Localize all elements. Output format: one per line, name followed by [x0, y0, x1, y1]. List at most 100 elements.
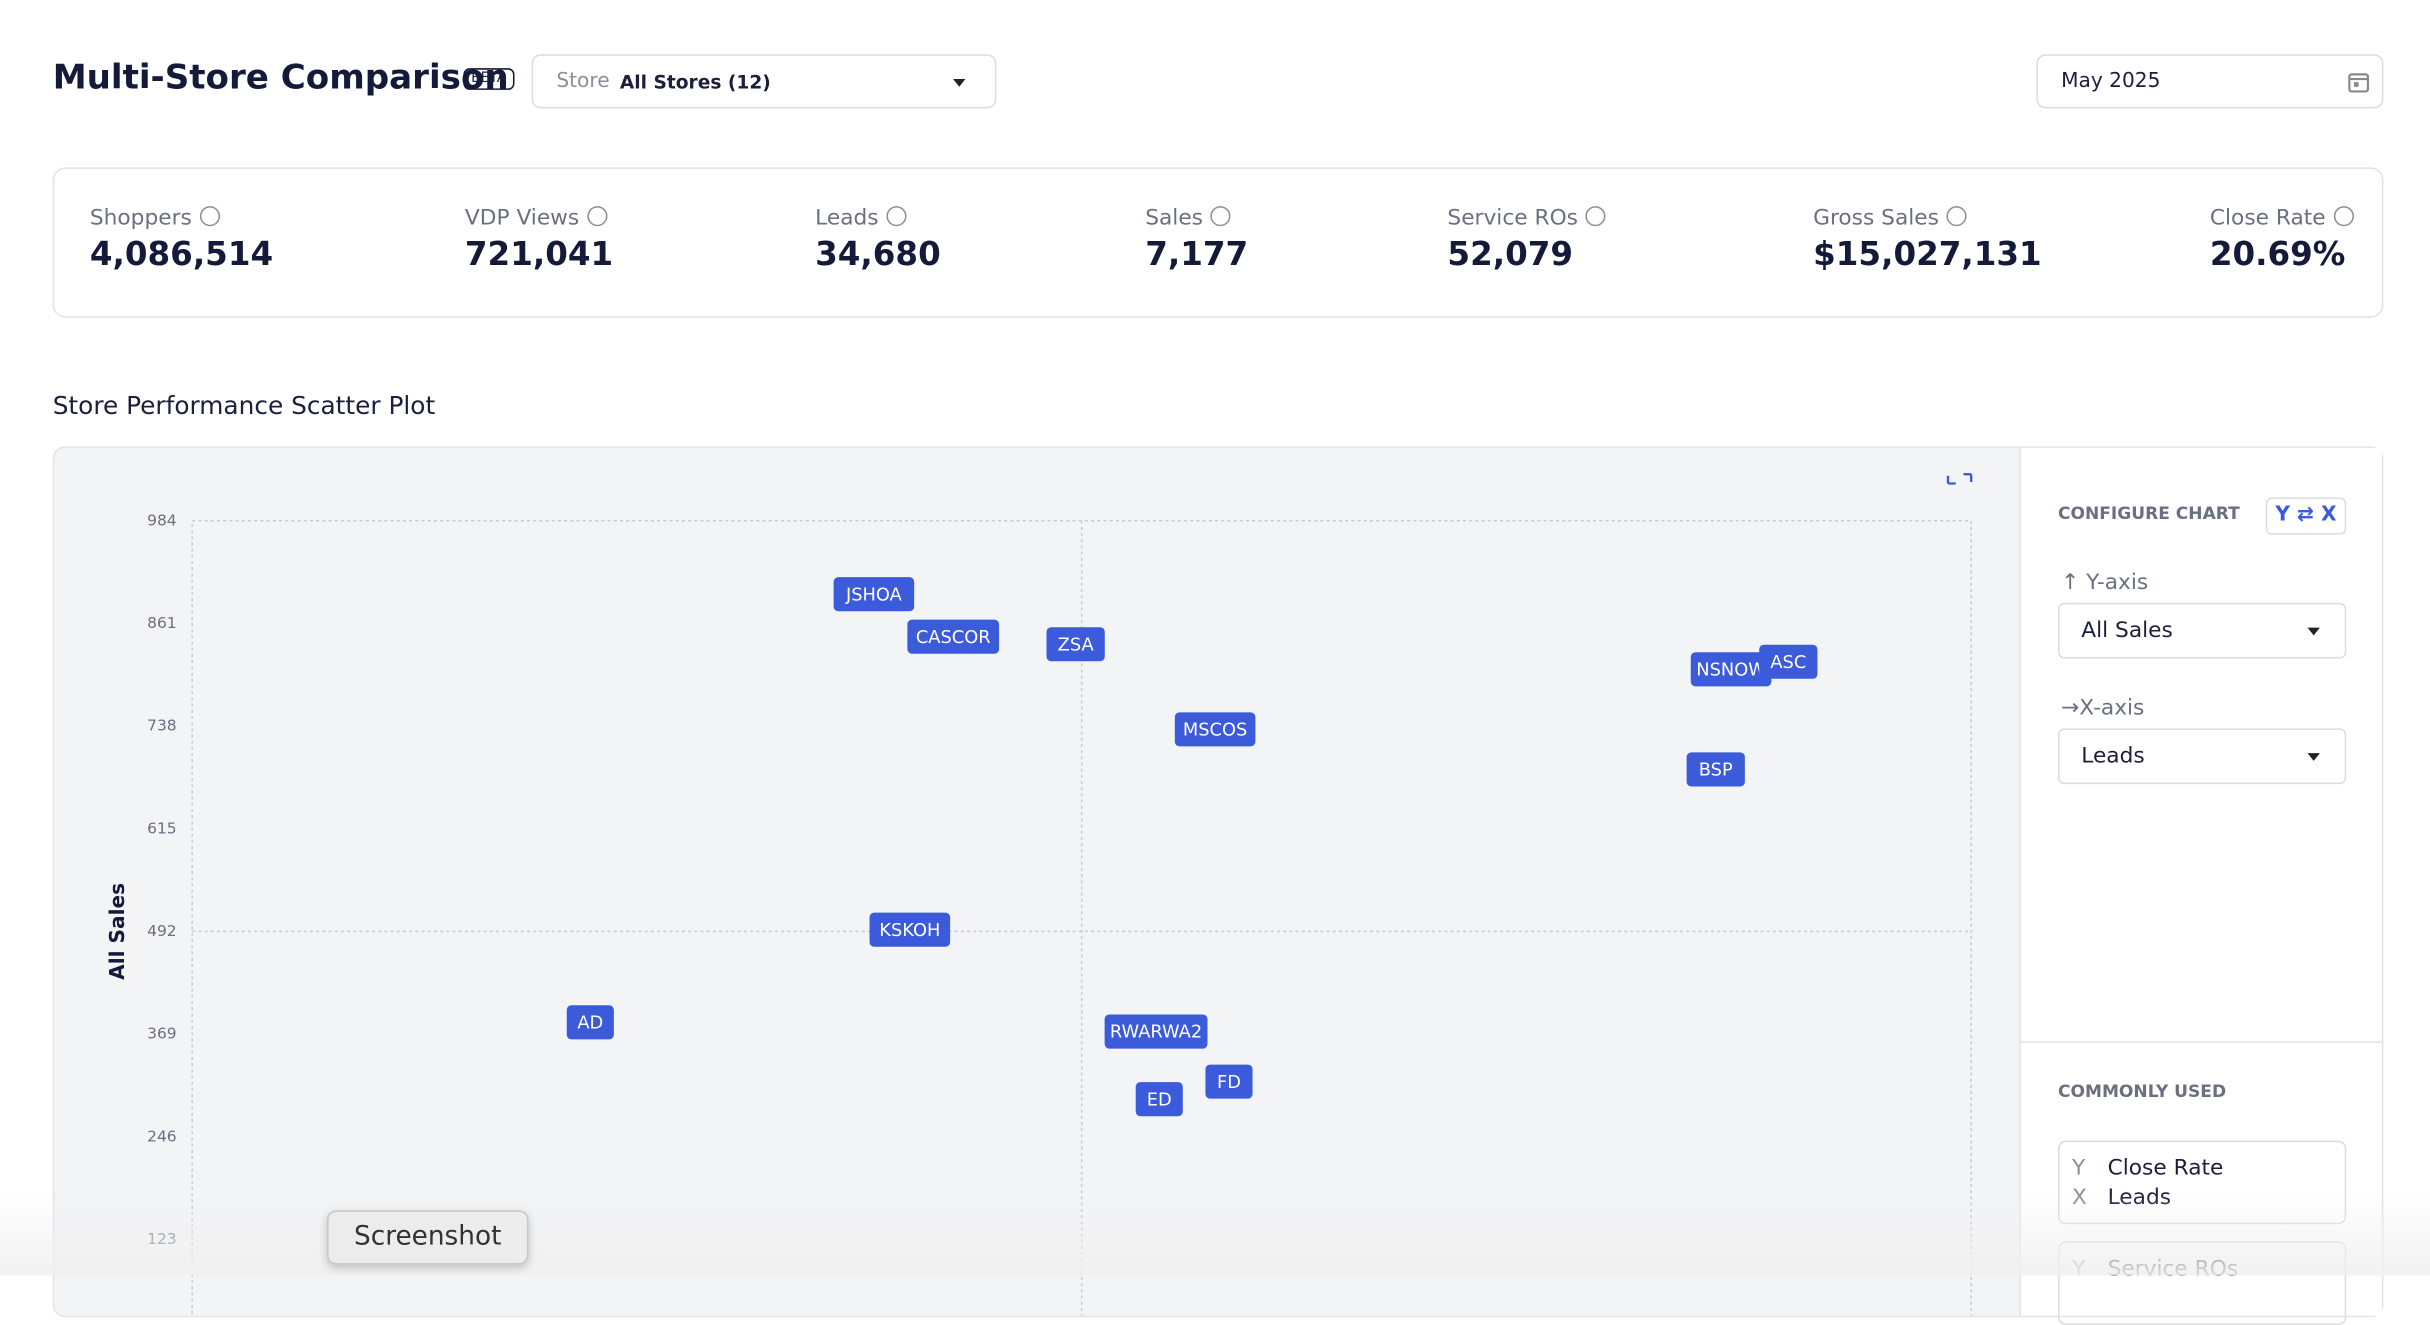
kpi-value: 20.69% — [2209, 235, 2346, 273]
y-tick-label: 492 — [147, 922, 177, 940]
kpi: Sales 7,177 — [1145, 206, 1248, 273]
kpi-label: VDP Views — [465, 206, 613, 231]
y-tick-label: 984 — [147, 511, 177, 529]
divider — [2020, 1041, 2382, 1043]
point-label — [566, 1005, 614, 1040]
swap-y: Y — [2275, 503, 2291, 527]
kpi-value: 52,079 — [1447, 235, 1574, 273]
y-tick-label: 738 — [147, 717, 177, 735]
kpi-label: Gross Sales — [1813, 206, 2042, 231]
y-tick-label: 246 — [147, 1127, 177, 1145]
info-icon — [886, 206, 907, 227]
swap-x: X — [2320, 503, 2337, 527]
y-axis-value: All Sales — [2081, 618, 2173, 644]
point-label — [1205, 1064, 1253, 1099]
kpi-label: Shoppers — [90, 206, 273, 231]
page: Multi-Store Comparison BETA Store All St… — [0, 54, 2430, 1325]
y-tick-label: 861 — [147, 614, 177, 632]
y-axis-title: All Sales — [105, 883, 129, 980]
date-value: May 2025 — [2061, 69, 2161, 93]
tooltip: Screenshot — [326, 1210, 529, 1265]
kpi-value: 7,177 — [1145, 235, 1249, 273]
info-icon — [1585, 206, 1606, 227]
calendar-icon — [2348, 73, 2370, 93]
y-mark: Y — [2071, 1156, 2086, 1181]
kpi-label-text: Shoppers — [89, 206, 192, 231]
point-text: KSKOH — [879, 920, 940, 941]
caret — [953, 79, 966, 87]
date-picker[interactable]: May 2025 — [2036, 54, 2384, 109]
page-title: Multi-Store Comparison — [52, 58, 509, 98]
point-label — [1135, 1082, 1183, 1117]
point-text: RWARWA2 — [1110, 1022, 1202, 1043]
point-text: CASCOR — [916, 627, 991, 648]
chart-panel — [52, 446, 2384, 1318]
beta-badge: BETA — [463, 68, 515, 90]
point-text: MSCOS — [1183, 720, 1247, 741]
x-axis-label: →X-axis — [2061, 695, 2145, 721]
expand-icon[interactable] — [1946, 473, 1973, 485]
info-icon — [2333, 206, 2354, 227]
kpi-label-text: Service ROs — [1447, 206, 1578, 231]
x-axis-select[interactable]: Leads — [2058, 728, 2347, 785]
x-axis-text: X-axis — [2079, 695, 2145, 721]
kpi-bar: Shoppers 4,086,514 VDP Views 721,041 Leads 34… — [52, 167, 2384, 318]
common-title: COMMONLY USED — [2058, 1081, 2227, 1102]
point-label — [869, 912, 951, 947]
kpi: Service ROs 52,079 — [1447, 206, 1606, 273]
point-label — [1759, 644, 1818, 679]
kpi: Gross Sales $15,027,131 — [1813, 206, 2042, 273]
caret — [2307, 753, 2320, 761]
point-label — [833, 577, 915, 612]
caret — [2307, 627, 2320, 636]
point-text: BSP — [1699, 760, 1733, 781]
preset-y: Close Rate — [2107, 1156, 2224, 1181]
point-text: ED — [1147, 1089, 1172, 1110]
kpi: Shoppers 4,086,514 — [90, 206, 273, 273]
point-label — [1104, 1014, 1208, 1049]
y-axis-text: Y-axis — [2086, 570, 2149, 596]
kpi-label: Service ROs — [1447, 206, 1606, 231]
point-text: NSNOW — [1696, 659, 1766, 680]
swap-axes[interactable]: Y ⇄ X — [2265, 497, 2347, 535]
point-label — [1046, 627, 1105, 662]
kpi-value: 4,086,514 — [89, 235, 274, 273]
point-text: JSHOA — [845, 584, 903, 605]
point-label — [907, 619, 1000, 654]
kpi: Leads 34,680 — [815, 206, 941, 273]
scatter-chart: 123246369492615738861984All SalesJSHOACA… — [105, 473, 1973, 1316]
store-select[interactable]: Store All Stores (12) — [531, 54, 997, 109]
kpi-label: Leads — [815, 206, 941, 231]
kpi: Close Rate 20.69% — [2210, 206, 2354, 273]
point-label — [1174, 712, 1256, 747]
point-text: FD — [1217, 1072, 1241, 1093]
point-text: ZSA — [1058, 634, 1095, 655]
info-icon — [586, 206, 608, 227]
kpi: VDP Views 721,041 — [465, 206, 613, 273]
kpi-label-text: VDP Views — [464, 206, 580, 231]
kpi-label: Close Rate — [2210, 206, 2354, 231]
point-text: ASC — [1770, 652, 1806, 673]
store-label: Store — [556, 69, 610, 93]
kpi-label: Sales — [1145, 206, 1248, 231]
point-label — [1690, 652, 1772, 687]
kpi-label-text: Close Rate — [2209, 206, 2326, 231]
config-panel: CONFIGURE CHART Y ⇄ X ↑ Y-axis All Sales… — [2019, 447, 2382, 1325]
kpi-value: 34,680 — [815, 235, 941, 273]
kpi-label-text: Sales — [1145, 206, 1203, 231]
info-icon — [1210, 206, 1231, 227]
kpi-value: 721,041 — [464, 235, 614, 273]
info-icon — [1946, 206, 1967, 227]
section-title: Store Performance Scatter Plot — [52, 390, 436, 420]
point-text: AD — [577, 1013, 603, 1034]
y-tick-label: 369 — [147, 1025, 177, 1043]
kpi-label-text: Leads — [815, 206, 879, 231]
kpi-value: $15,027,131 — [1813, 235, 2042, 273]
x-axis-value: Leads — [2081, 743, 2145, 769]
config-title: CONFIGURE CHART — [2058, 503, 2240, 524]
preset-row: Y Close Rate — [2072, 1156, 2223, 1181]
point-label — [1686, 752, 1745, 787]
info-icon — [199, 206, 220, 227]
y-axis-label: ↑ Y-axis — [2061, 570, 2149, 596]
y-axis-select[interactable]: All Sales — [2058, 602, 2347, 659]
